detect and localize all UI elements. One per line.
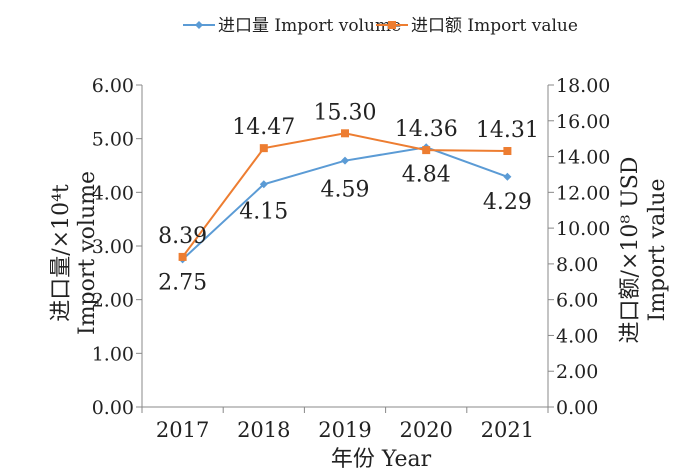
data-label-0: 4.59: [321, 178, 370, 203]
series-point-1: [178, 252, 187, 261]
series-point-1: [503, 147, 512, 156]
legend: 进口量 Import volume 进口额 Import value: [183, 16, 578, 36]
data-label-0: 2.75: [158, 270, 207, 295]
series-point-0: [341, 156, 349, 165]
right-axis-ticks: 0.00 2.00 4.00 6.00 8.00 10.00 12.00 14.00 16.00…: [548, 75, 610, 419]
x-axis-title: 年份 Year: [331, 447, 432, 472]
series-point-1: [259, 144, 268, 153]
data-labels: 2.75 4.15 4.59 4.84 4.29 8.39 14.47 15.30 14.36 1…: [158, 100, 539, 295]
data-label-1: 14.36: [395, 117, 458, 142]
left-tick-label: 3.00: [92, 236, 134, 258]
right-tick-label: 2.00: [556, 361, 598, 383]
left-tick-label: 0.00: [92, 397, 134, 419]
right-tick-label: 10.00: [556, 218, 610, 240]
left-axis-title-line2: Import volume: [75, 171, 100, 335]
data-label-1: 15.30: [314, 100, 377, 125]
data-label-1: 14.31: [476, 118, 539, 143]
x-tick-label: 2020: [399, 418, 452, 442]
right-tick-label: 18.00: [556, 75, 610, 97]
x-tick-label: 2018: [237, 418, 290, 442]
x-tick-label: 2017: [156, 418, 209, 442]
right-axis-title: 进口额/×10⁸ USD Import value: [618, 157, 670, 344]
left-tick-label: 4.00: [92, 182, 134, 204]
left-axis-ticks: 0.00 1.00 2.00 3.00 4.00 5.00 6.00: [92, 75, 142, 419]
x-tick-label: 2021: [481, 418, 534, 442]
left-tick-label: 1.00: [92, 343, 134, 365]
data-label-0: 4.29: [483, 190, 532, 215]
right-tick-label: 4.00: [556, 325, 598, 347]
right-axis-title-line1: 进口额/×10⁸ USD: [618, 157, 643, 344]
data-label-1: 14.47: [232, 115, 295, 140]
data-label-0: 4.15: [239, 199, 288, 224]
right-tick-label: 12.00: [556, 182, 610, 204]
x-tick-label: 2019: [318, 418, 371, 442]
series-point-1: [341, 129, 349, 138]
legend-item-volume: 进口量 Import volume: [183, 16, 401, 36]
series-point-0: [503, 172, 512, 181]
left-axis-title: 进口量/×10⁴t Import volume: [49, 171, 100, 335]
x-axis-ticks: 2017 2018 2019 2020 2021: [141, 407, 549, 442]
right-tick-label: 6.00: [556, 290, 598, 312]
left-tick-label: 6.00: [92, 75, 134, 97]
series-layer: [178, 129, 512, 264]
series-point-0: [259, 180, 268, 189]
data-label-1: 8.39: [158, 224, 207, 249]
legend-label-volume: 进口量 Import volume: [218, 16, 401, 36]
data-label-0: 4.84: [402, 162, 451, 187]
legend-label-value: 进口额 Import value: [411, 16, 578, 36]
right-tick-label: 16.00: [556, 111, 610, 133]
right-tick-label: 0.00: [556, 397, 598, 419]
right-tick-label: 14.00: [556, 147, 610, 169]
left-axis-title-line1: 进口量/×10⁴t: [49, 184, 74, 322]
right-tick-label: 8.00: [556, 254, 598, 276]
series-point-1: [422, 146, 431, 155]
legend-item-value: 进口额 Import value: [376, 16, 578, 36]
right-axis-title-line2: Import value: [645, 179, 670, 322]
left-tick-label: 5.00: [92, 129, 134, 151]
left-tick-label: 2.00: [92, 290, 134, 312]
